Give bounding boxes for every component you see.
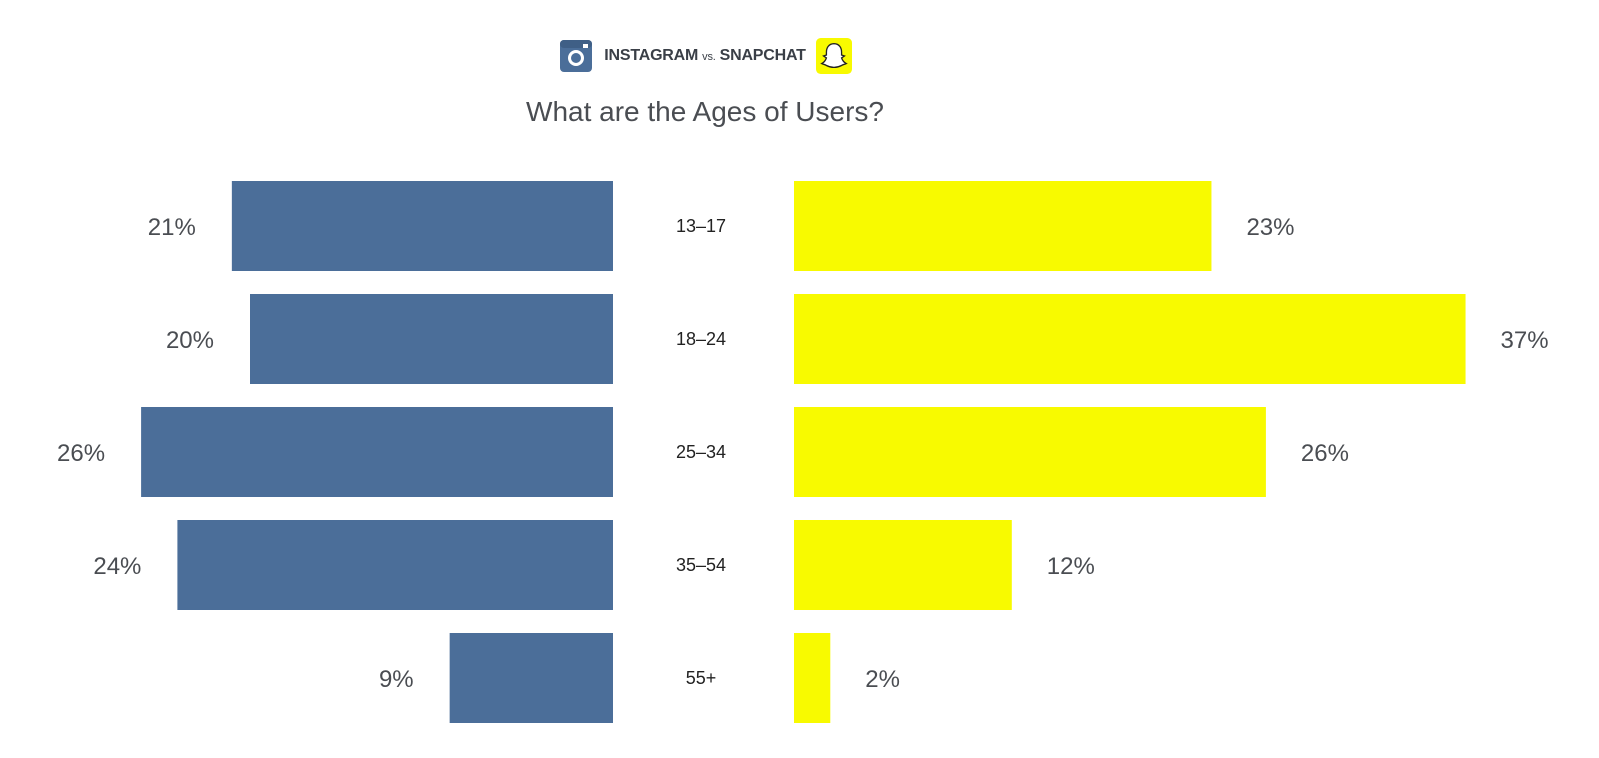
age-group-label: 13–17 — [676, 216, 726, 236]
instagram-value-label: 26% — [57, 440, 105, 467]
chart-header: INSTAGRAM vs. SNAPCHAT — [0, 36, 1410, 76]
snapchat-value-label: 23% — [1246, 214, 1294, 241]
instagram-icon — [558, 38, 594, 74]
snapchat-value-label: 26% — [1301, 440, 1349, 467]
instagram-bar — [231, 181, 613, 271]
age-group-label: 25–34 — [676, 442, 726, 462]
instagram-value-label: 20% — [166, 327, 214, 354]
snapchat-bar — [794, 407, 1266, 497]
snapchat-value-label: 2% — [865, 666, 900, 693]
instagram-value-label: 24% — [93, 553, 141, 580]
chart-title: What are the Ages of Users? — [526, 96, 884, 127]
brand-vs-label: vs. — [702, 51, 716, 63]
snapchat-bar — [794, 520, 1012, 610]
age-group-label: 35–54 — [676, 555, 726, 575]
instagram-bar — [250, 294, 613, 384]
snapchat-bar — [794, 633, 831, 723]
brand-left-label: INSTAGRAM — [604, 47, 699, 64]
snapchat-value-label: 12% — [1047, 553, 1095, 580]
instagram-bar — [141, 407, 613, 497]
brand-right-label: SNAPCHAT — [719, 47, 806, 64]
brand-title: INSTAGRAM vs. SNAPCHAT — [604, 47, 806, 65]
instagram-bar — [449, 633, 613, 723]
instagram-bar — [177, 520, 613, 610]
age-group-label: 55+ — [686, 668, 717, 688]
age-group-label: 18–24 — [676, 329, 726, 349]
snapchat-ghost-icon — [815, 38, 852, 74]
snapchat-bar — [794, 294, 1466, 384]
instagram-value-label: 21% — [148, 214, 196, 241]
snapchat-value-label: 37% — [1501, 327, 1549, 354]
snapchat-bar — [794, 181, 1212, 271]
instagram-value-label: 9% — [379, 666, 414, 693]
